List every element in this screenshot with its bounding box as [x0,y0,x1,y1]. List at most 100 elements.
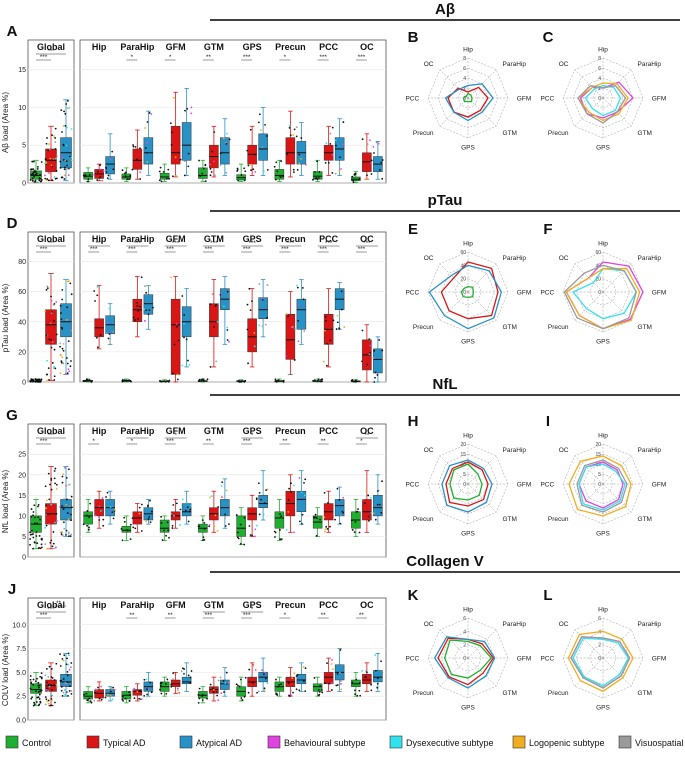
data-point [166,380,169,382]
data-point [381,177,384,180]
y-tick-label: 7.5 [16,646,26,653]
data-point [318,171,321,173]
data-point [213,131,216,134]
y-tick-label: 10.0 [12,622,26,629]
data-point [368,338,371,341]
data-point [100,685,103,688]
sig-label: *** [205,246,213,253]
data-point [274,178,277,181]
data-point [60,326,63,329]
data-point [342,143,344,146]
data-point [256,524,258,527]
data-point [336,487,339,490]
data-point [66,681,69,684]
data-point [50,539,53,542]
data-point [321,688,323,691]
data-point [46,513,49,516]
data-point [46,379,48,382]
data-point [146,151,149,154]
data-point [261,669,263,672]
data-point [326,528,329,530]
data-point [261,146,264,148]
data-point [188,364,191,366]
data-point [236,167,239,170]
radar-tick-label: 6 [463,616,466,622]
data-point [63,685,66,687]
data-point [143,678,146,681]
data-point [50,503,53,506]
data-point [209,303,212,306]
data-point [41,546,43,549]
radar-spoke [467,483,497,513]
data-point [47,149,50,152]
box [170,298,181,375]
radar-axis-label: GFM [517,656,531,663]
data-point [183,322,185,325]
data-point [136,523,138,526]
data-point [297,340,300,343]
data-point [44,310,47,313]
data-point [88,697,91,700]
data-point [159,379,161,382]
data-point [53,348,56,351]
data-point [70,692,73,695]
data-point [53,135,55,137]
data-point [65,103,68,105]
data-point [63,110,66,113]
data-point [55,662,58,665]
data-point [276,693,278,695]
data-point [290,482,292,485]
data-point [90,381,93,383]
data-point [243,167,246,170]
data-point [375,141,378,144]
data-point [46,373,49,376]
data-point [358,689,361,692]
data-point [96,294,99,297]
data-point [134,319,136,321]
data-point [277,379,280,382]
data-point [51,676,54,679]
data-point [374,518,377,521]
data-point [30,173,32,176]
data-point [111,698,114,701]
data-point [60,312,62,314]
radar-series [440,261,499,320]
data-point [166,678,169,681]
data-point [327,502,329,504]
data-point [342,121,345,123]
legend-swatch [179,735,193,749]
data-point [29,531,31,534]
data-point [209,163,211,166]
data-point [60,318,63,321]
data-point [37,503,40,506]
radar-series [445,461,489,507]
data-point [339,680,342,683]
data-point [288,126,291,129]
data-point [31,529,33,532]
region-label: GPS [243,600,262,610]
data-point [258,324,261,327]
data-point [129,523,132,526]
region-label: GPS [243,426,262,436]
box [312,171,323,180]
data-point [263,170,265,173]
data-point [99,334,102,336]
radar-axis-label: GTM [638,690,652,697]
data-point [66,670,69,673]
data-point [111,511,114,514]
data-point [374,376,376,379]
data-point [56,155,58,157]
data-point [67,663,69,666]
data-point [312,379,314,382]
data-point [376,503,379,506]
data-point [99,176,102,179]
data-point [331,668,334,671]
data-point [200,378,203,381]
data-point [31,379,34,382]
data-point [296,284,298,287]
region-label: Precun [275,234,306,244]
data-point [96,346,99,349]
data-point [96,170,99,173]
y-tick-label: 0 [22,380,26,387]
region-label: PCC [319,426,339,436]
